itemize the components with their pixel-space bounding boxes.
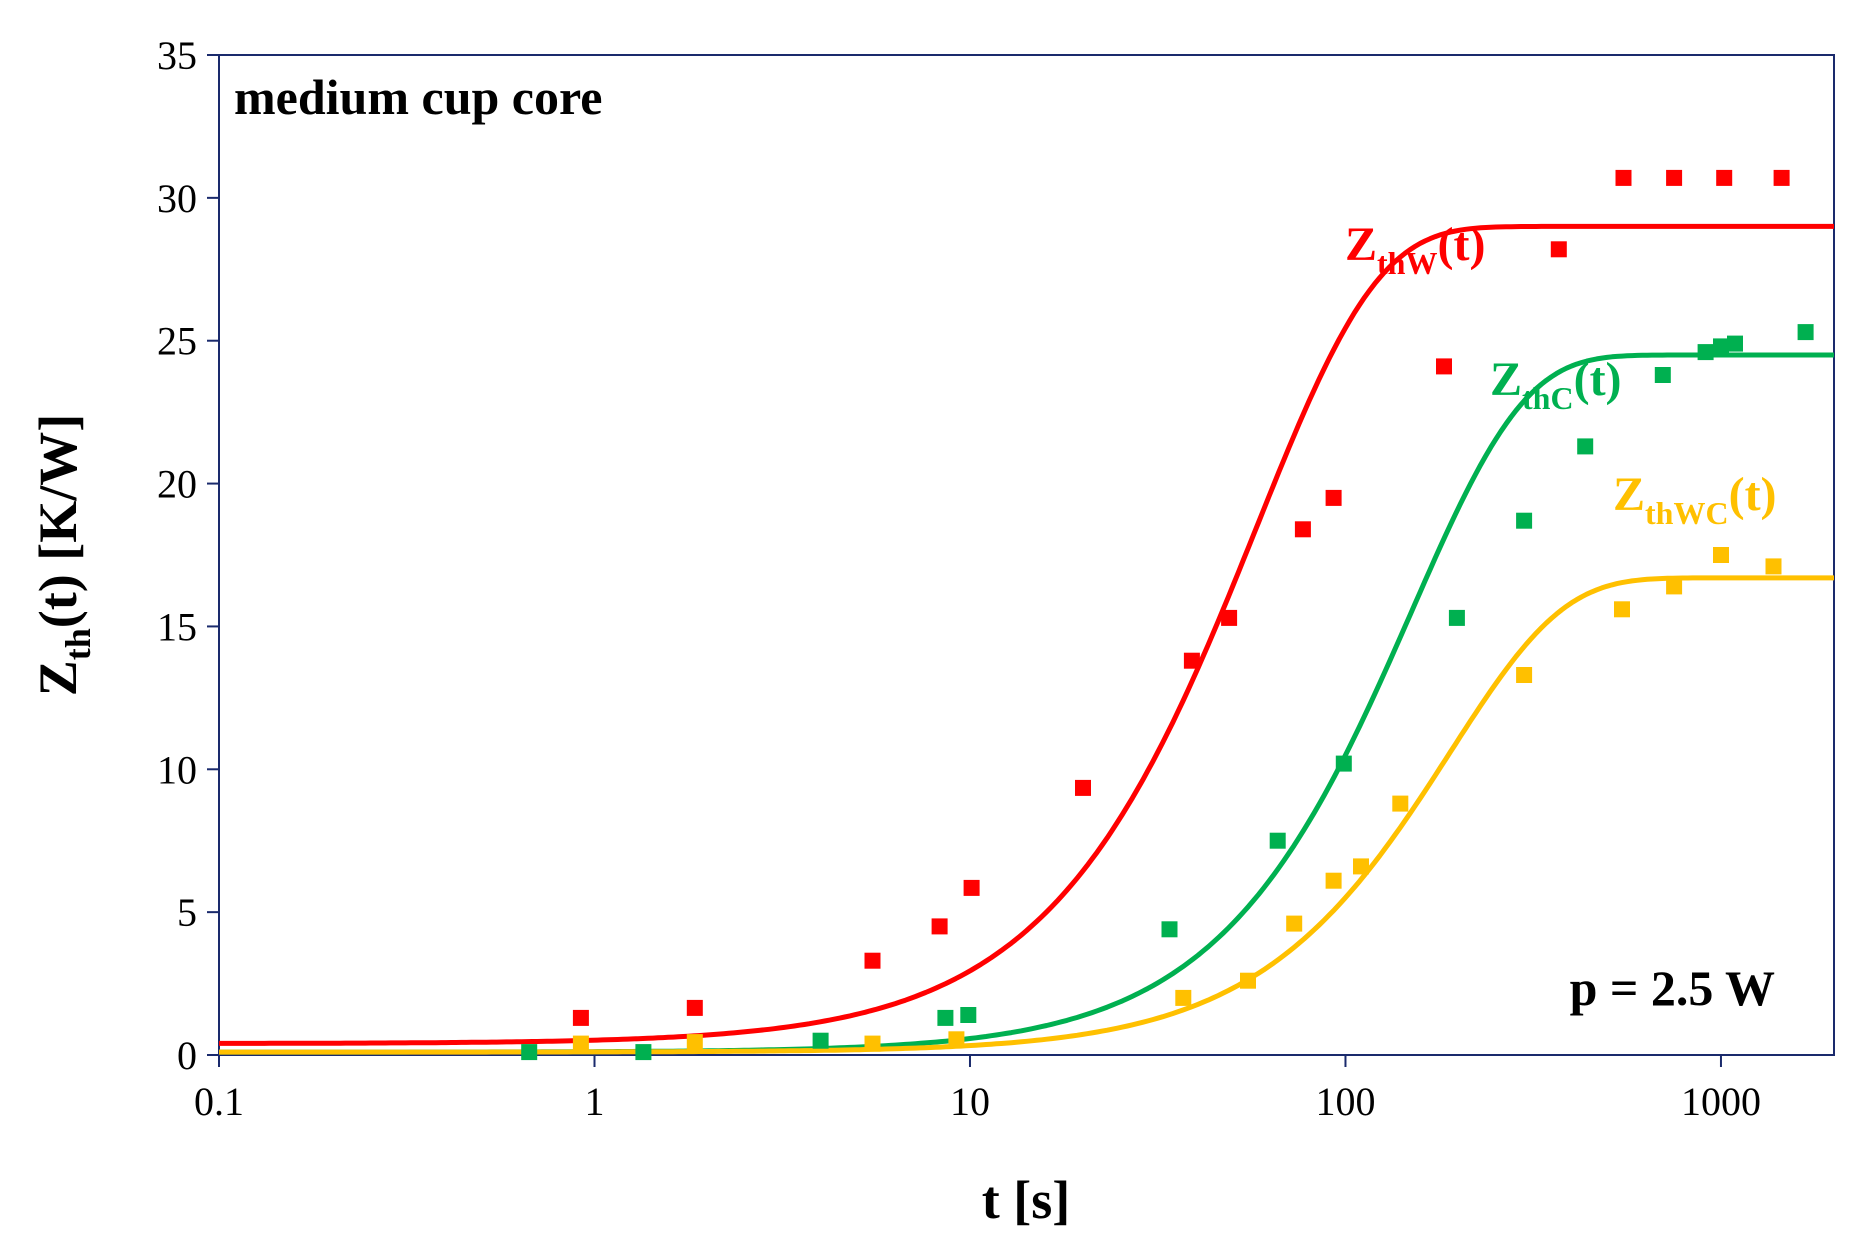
data-point [1353, 858, 1369, 875]
data-point [931, 918, 948, 935]
x-tick-label: 10 [950, 1079, 990, 1124]
series-label-zthc: ZthC(t) [1490, 353, 1622, 416]
series-label-zthwc: ZthWC(t) [1613, 468, 1777, 531]
data-point [1577, 438, 1594, 455]
x-tick-label: 0.1 [194, 1079, 244, 1124]
data-point [1175, 989, 1192, 1006]
y-tick-label: 0 [177, 1033, 197, 1078]
y-axis-title: Zth(t) [K/W] [28, 414, 98, 696]
data-point [1161, 921, 1178, 938]
data-point [686, 1034, 703, 1051]
data-point [1716, 169, 1733, 186]
data-point [1727, 335, 1743, 352]
data-point [521, 1044, 538, 1061]
series-label-zthw: ZthW(t) [1345, 218, 1485, 281]
data-point [1697, 344, 1714, 361]
data-point [1765, 558, 1782, 575]
data-point [1654, 367, 1671, 383]
data-point [1286, 915, 1303, 932]
data-point [1797, 324, 1814, 341]
data-point [963, 879, 980, 896]
x-tick-label: 1 [584, 1079, 604, 1124]
chart-title: medium cup core [234, 69, 602, 125]
data-point [635, 1044, 652, 1061]
data-point [572, 1035, 589, 1052]
y-tick-label: 10 [157, 747, 197, 792]
data-point [1294, 521, 1311, 538]
data-point [1221, 609, 1238, 626]
data-point [1392, 795, 1409, 812]
data-point [1713, 338, 1729, 355]
data-point [864, 1035, 881, 1052]
data-point [686, 999, 703, 1016]
data-point [1713, 547, 1729, 563]
fit-line-zthwct [219, 575, 1834, 1055]
data-point [1666, 578, 1683, 595]
data-point [1615, 169, 1632, 186]
data-point [1448, 609, 1465, 626]
y-tick-label: 25 [157, 319, 197, 364]
y-axis: 0 5 10 15 20 25 30 35 [157, 33, 219, 1078]
data-point [1550, 241, 1567, 258]
y-tick-label: 30 [157, 176, 197, 221]
data-point [1335, 755, 1352, 772]
data-point [1240, 972, 1256, 989]
data-point [1436, 358, 1452, 375]
data-point [948, 1031, 965, 1048]
fit-line-zthwt [219, 223, 1834, 1046]
y-tick-label: 20 [157, 462, 197, 507]
data-point [1516, 667, 1533, 683]
data-point [1773, 169, 1790, 186]
plot-area [218, 54, 1835, 1056]
y-tick-label: 35 [157, 33, 197, 78]
data-point [1666, 169, 1683, 186]
data-point [1269, 832, 1286, 849]
data-point [572, 1009, 589, 1026]
data-point [960, 1007, 977, 1023]
power-annotation: p = 2.5 W [1570, 960, 1775, 1016]
data-point [812, 1032, 829, 1049]
x-axis: 0.1 1 10 100 1000 [194, 1055, 1761, 1124]
x-tick-label: 1000 [1681, 1079, 1761, 1124]
fit-lines [219, 223, 1834, 1055]
y-tick-label: 15 [157, 604, 197, 649]
x-axis-title: t [s] [982, 1170, 1070, 1230]
data-point [1183, 652, 1200, 669]
data-point [1614, 601, 1630, 618]
y-tick-label: 5 [177, 890, 197, 935]
x-tick-label: 100 [1315, 1079, 1375, 1124]
data-markers [521, 169, 1814, 1061]
data-point [1516, 512, 1533, 529]
data-point [937, 1009, 954, 1026]
data-point [1325, 872, 1342, 889]
data-point [1325, 489, 1342, 506]
data-point [1075, 779, 1091, 796]
data-point [864, 952, 881, 969]
